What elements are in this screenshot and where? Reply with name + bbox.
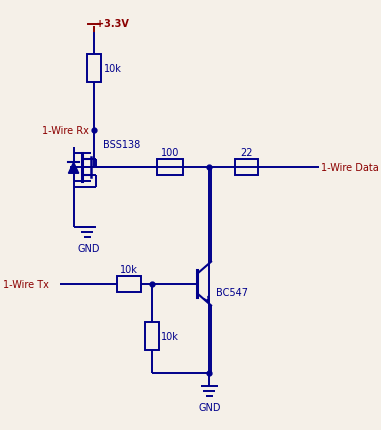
Text: 10k: 10k <box>104 64 122 74</box>
Text: BC547: BC547 <box>216 287 248 297</box>
Text: +3.3V: +3.3V <box>96 19 129 29</box>
Bar <box>157 160 183 176</box>
Text: 100: 100 <box>161 148 179 158</box>
Text: 1-Wire Data: 1-Wire Data <box>321 163 379 173</box>
Text: BSS138: BSS138 <box>103 140 140 150</box>
Text: 1-Wire Rx: 1-Wire Rx <box>42 125 89 135</box>
Bar <box>145 322 158 350</box>
Bar <box>235 160 258 176</box>
Text: GND: GND <box>198 402 221 412</box>
Text: 10k: 10k <box>120 264 138 274</box>
Text: 22: 22 <box>240 148 253 158</box>
Polygon shape <box>69 163 79 174</box>
Text: 10k: 10k <box>161 332 179 341</box>
Text: GND: GND <box>78 243 100 253</box>
Text: 1-Wire Tx: 1-Wire Tx <box>3 279 49 289</box>
Bar <box>117 276 141 292</box>
Bar <box>87 55 101 83</box>
